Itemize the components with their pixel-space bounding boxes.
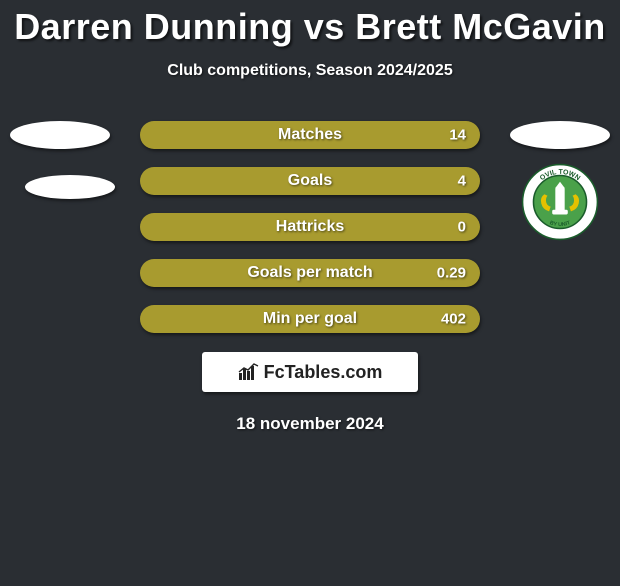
stat-row: Matches 14	[0, 120, 620, 150]
stat-value: 0.29	[437, 265, 466, 282]
stat-bar: Matches 14	[140, 121, 480, 149]
stat-label: Goals per match	[247, 264, 372, 282]
stat-value: 0	[458, 219, 466, 236]
stat-bar: Hattricks 0	[140, 213, 480, 241]
page-title: Darren Dunning vs Brett McGavin	[0, 6, 620, 48]
stat-row: Min per goal 402	[0, 304, 620, 334]
stat-label: Min per goal	[263, 310, 357, 328]
bars-icon	[238, 363, 260, 381]
stat-label: Matches	[278, 126, 342, 144]
stat-row: Goals per match 0.29	[0, 258, 620, 288]
stat-bar: Min per goal 402	[140, 305, 480, 333]
stat-value: 402	[441, 311, 466, 328]
stat-row: Hattricks 0	[0, 212, 620, 242]
stat-bar: Goals per match 0.29	[140, 259, 480, 287]
brand-box[interactable]: FcTables.com	[202, 352, 418, 392]
brand-label: FcTables.com	[264, 362, 383, 383]
date-line: 18 november 2024	[0, 414, 620, 434]
stat-row: Goals 4	[0, 166, 620, 196]
stat-value: 4	[458, 173, 466, 190]
stat-label: Hattricks	[276, 218, 344, 236]
stat-label: Goals	[288, 172, 332, 190]
subtitle: Club competitions, Season 2024/2025	[0, 62, 620, 80]
stat-value: 14	[449, 127, 466, 144]
stat-bar: Goals 4	[140, 167, 480, 195]
stats-area: Matches 14 Goals 4 Hattricks 0 Goals per…	[0, 120, 620, 334]
